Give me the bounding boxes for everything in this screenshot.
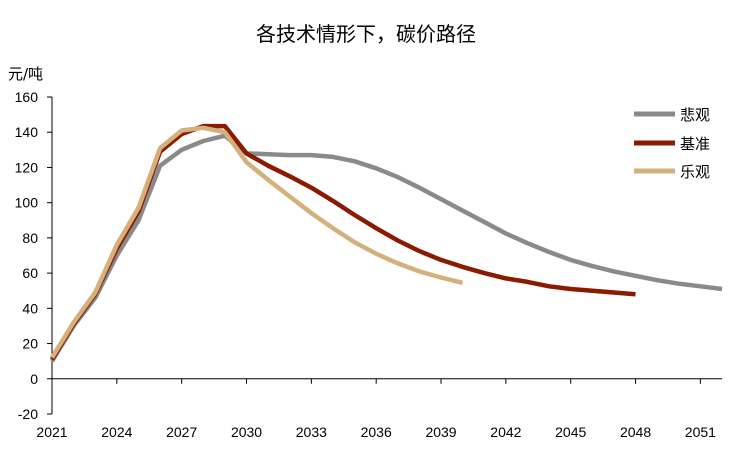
y-tick-label: 40 bbox=[22, 300, 38, 316]
x-tick-label: 2051 bbox=[685, 424, 716, 440]
legend-label-2: 基准 bbox=[680, 135, 710, 153]
y-tick-label: 120 bbox=[15, 159, 39, 175]
legend-label-1: 悲观 bbox=[680, 106, 710, 124]
x-tick-label: 2021 bbox=[36, 424, 67, 440]
x-tick-label: 2042 bbox=[490, 424, 521, 440]
y-tick-label: 140 bbox=[15, 124, 39, 140]
y-tick-label: 20 bbox=[22, 336, 38, 352]
series-line-3 bbox=[50, 125, 464, 359]
y-tick-label: 0 bbox=[30, 371, 38, 387]
chart-title: 各技术情形下，碳价路径 bbox=[256, 22, 476, 46]
x-tick-label: 2027 bbox=[166, 424, 197, 440]
legend-label-3: 乐观 bbox=[680, 163, 710, 181]
y-tick-label: -20 bbox=[18, 406, 38, 422]
series-lines bbox=[50, 123, 723, 363]
x-tick-label: 2045 bbox=[555, 424, 586, 440]
x-tick-label: 2036 bbox=[361, 424, 392, 440]
y-tick-label: 80 bbox=[22, 230, 38, 246]
y-tick-label: 60 bbox=[22, 265, 38, 281]
y-tick-label: 100 bbox=[15, 195, 39, 211]
x-tick-label: 2024 bbox=[101, 424, 132, 440]
axes: -20 0 20 40 60 80 100 120 140 160 2021 2024 2027 2030… bbox=[15, 89, 722, 440]
x-tick-label: 2033 bbox=[296, 424, 327, 440]
x-tick-label: 2030 bbox=[231, 424, 262, 440]
y-tick-label: 160 bbox=[15, 89, 39, 105]
y-axis-label: 元/吨 bbox=[8, 65, 44, 83]
series-line-1 bbox=[50, 133, 723, 363]
x-tick-label: 2039 bbox=[425, 424, 456, 440]
x-tick-label: 2048 bbox=[620, 424, 651, 440]
